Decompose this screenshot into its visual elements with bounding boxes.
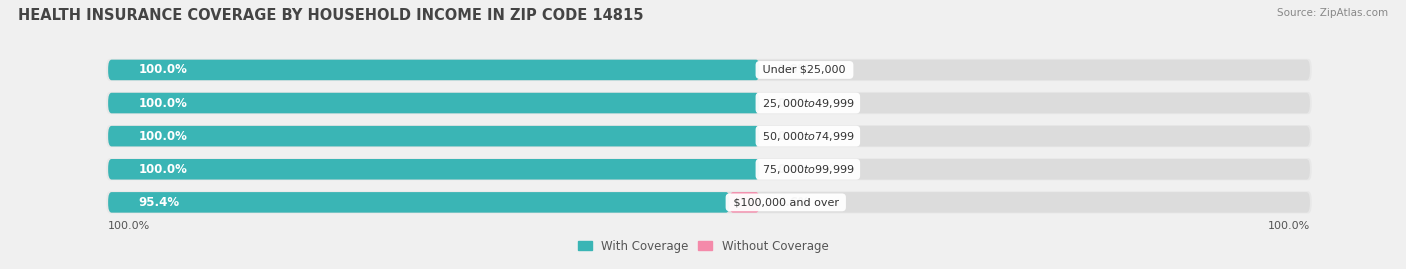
Text: 0.0%: 0.0% <box>778 63 810 76</box>
FancyBboxPatch shape <box>108 126 759 146</box>
Text: HEALTH INSURANCE COVERAGE BY HOUSEHOLD INCOME IN ZIP CODE 14815: HEALTH INSURANCE COVERAGE BY HOUSEHOLD I… <box>18 8 644 23</box>
FancyBboxPatch shape <box>107 125 1312 147</box>
Text: 100.0%: 100.0% <box>138 63 187 76</box>
FancyBboxPatch shape <box>108 60 1310 80</box>
Text: 100.0%: 100.0% <box>138 97 187 109</box>
FancyBboxPatch shape <box>108 93 1310 113</box>
Text: $100,000 and over: $100,000 and over <box>730 197 842 207</box>
Text: 95.4%: 95.4% <box>138 196 180 209</box>
Text: Under $25,000: Under $25,000 <box>759 65 849 75</box>
FancyBboxPatch shape <box>107 59 1312 81</box>
Text: $50,000 to $74,999: $50,000 to $74,999 <box>759 130 856 143</box>
FancyBboxPatch shape <box>108 192 1310 213</box>
Text: 100.0%: 100.0% <box>1268 221 1310 231</box>
Text: 4.6%: 4.6% <box>778 196 810 209</box>
Text: 100.0%: 100.0% <box>138 163 187 176</box>
FancyBboxPatch shape <box>108 159 759 179</box>
FancyBboxPatch shape <box>108 93 759 113</box>
FancyBboxPatch shape <box>107 158 1312 180</box>
Text: 0.0%: 0.0% <box>778 163 810 176</box>
Text: $25,000 to $49,999: $25,000 to $49,999 <box>759 97 856 109</box>
Text: 100.0%: 100.0% <box>138 130 187 143</box>
Legend: With Coverage, Without Coverage: With Coverage, Without Coverage <box>578 240 828 253</box>
FancyBboxPatch shape <box>730 192 759 213</box>
FancyBboxPatch shape <box>107 92 1312 114</box>
FancyBboxPatch shape <box>107 191 1312 214</box>
Text: 0.0%: 0.0% <box>778 130 810 143</box>
Text: 0.0%: 0.0% <box>778 97 810 109</box>
FancyBboxPatch shape <box>108 192 730 213</box>
Text: $75,000 to $99,999: $75,000 to $99,999 <box>759 163 856 176</box>
FancyBboxPatch shape <box>108 126 1310 146</box>
FancyBboxPatch shape <box>108 159 1310 179</box>
FancyBboxPatch shape <box>108 60 759 80</box>
Text: Source: ZipAtlas.com: Source: ZipAtlas.com <box>1277 8 1388 18</box>
Text: 100.0%: 100.0% <box>108 221 150 231</box>
